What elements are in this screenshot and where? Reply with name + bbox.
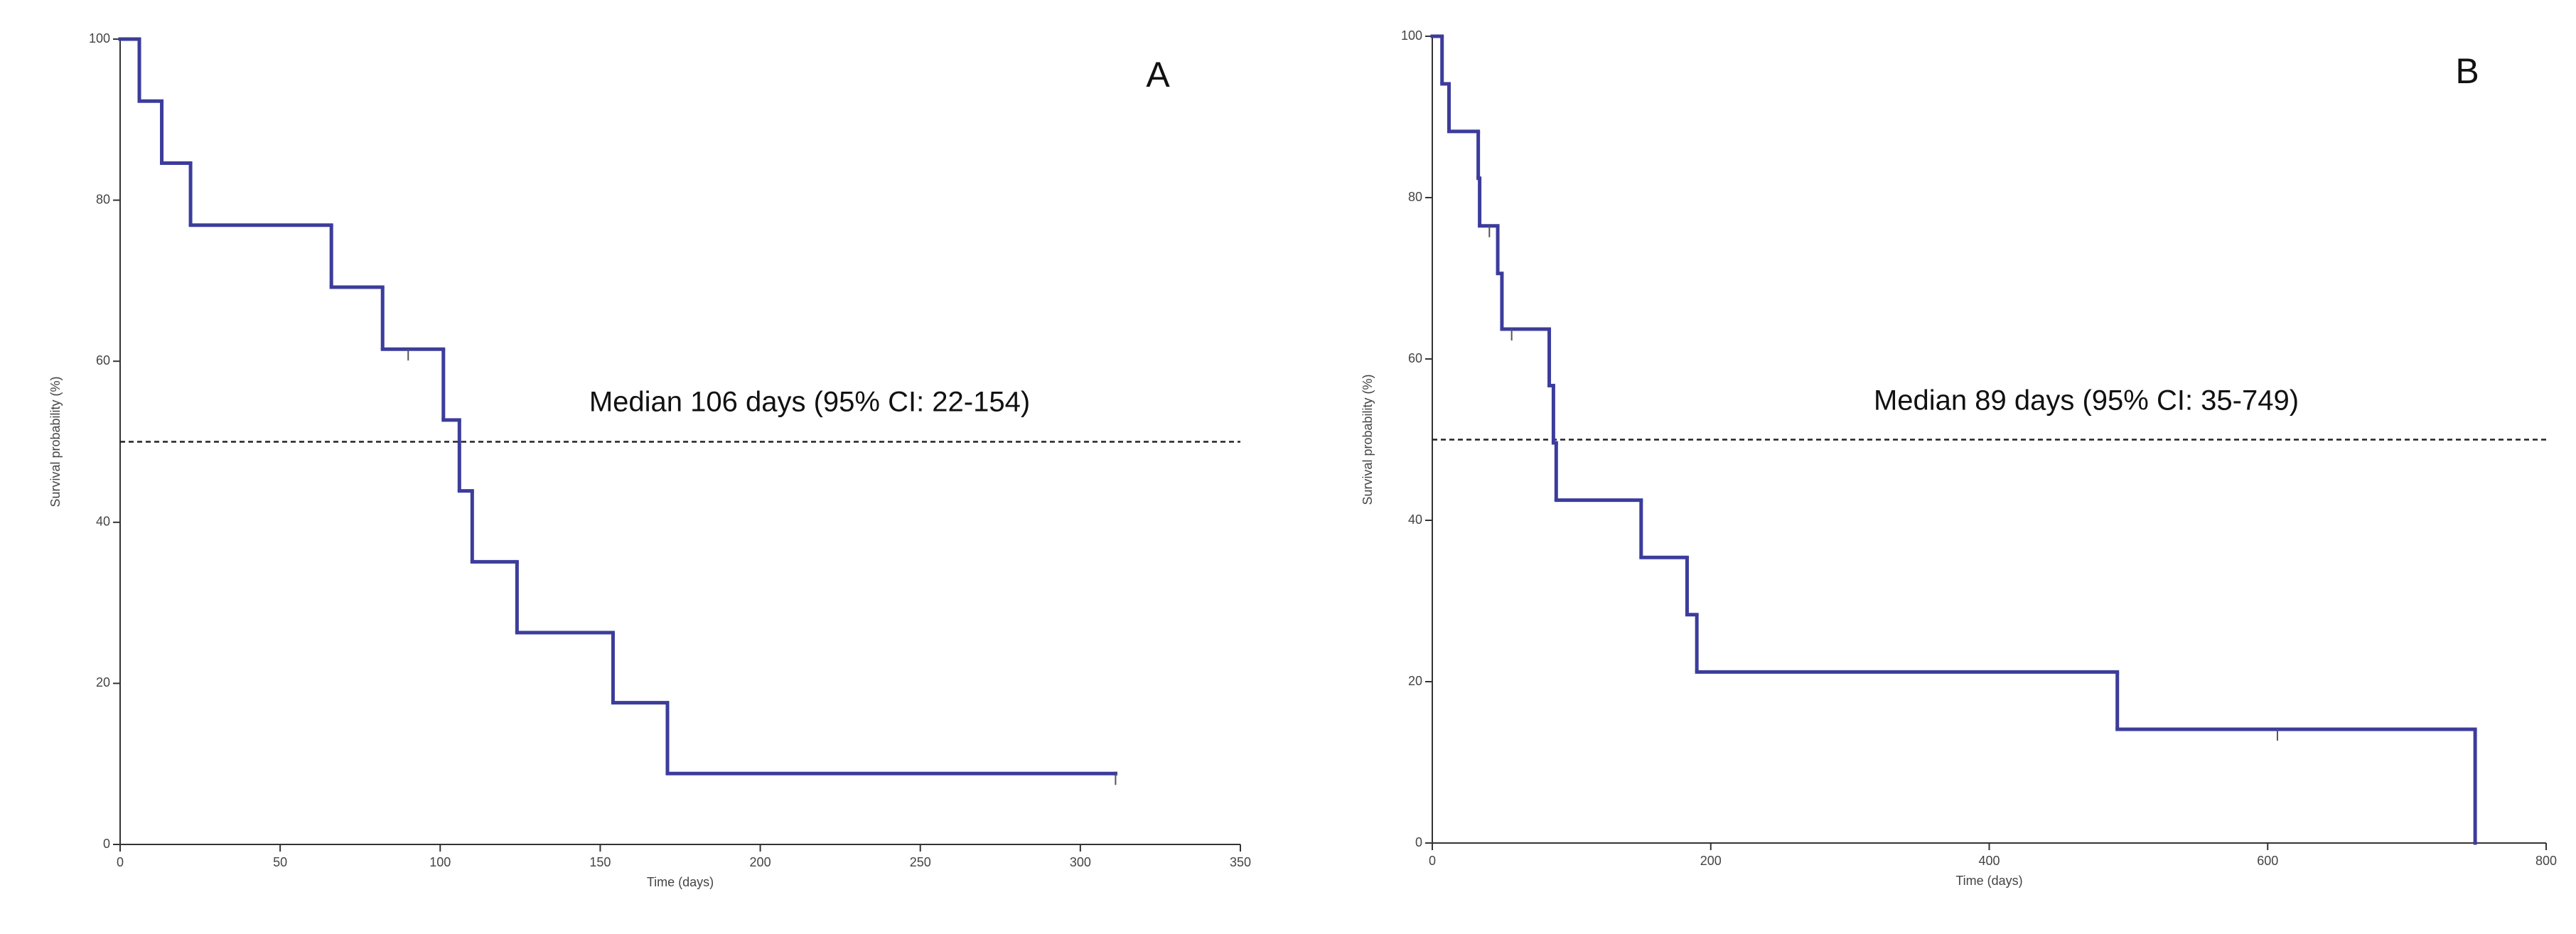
x-axis-label: Time (days) <box>1955 874 2022 888</box>
x-tick-label: 800 <box>2535 854 2557 868</box>
x-tick-label: 400 <box>1978 854 2000 868</box>
y-tick-label: 60 <box>1408 351 1422 365</box>
y-tick-label: 60 <box>96 353 110 367</box>
x-tick-label: 150 <box>589 855 611 869</box>
y-tick-label: 40 <box>1408 512 1422 527</box>
y-tick-label: 100 <box>89 31 110 45</box>
x-tick-label: 0 <box>1429 854 1436 868</box>
panel-label: B <box>2455 51 2479 91</box>
x-tick-label: 250 <box>910 855 931 869</box>
x-tick-label: 100 <box>429 855 451 869</box>
y-tick-label: 100 <box>1401 28 1422 43</box>
y-tick-label: 80 <box>1408 190 1422 204</box>
x-tick-label: 350 <box>1230 855 1251 869</box>
x-tick-label: 600 <box>2257 854 2278 868</box>
annotation: Median 89 days (95% CI: 35-749) <box>1874 385 2299 417</box>
y-tick-label: 0 <box>1415 835 1422 849</box>
annotation: Median 106 days (95% CI: 22-154) <box>589 387 1030 418</box>
y-axis-label: Survival probability (%) <box>1361 374 1375 505</box>
x-tick-label: 0 <box>117 855 124 869</box>
panel: 0 20 40 60 80 100 0 200 400 600 800 Time (days) Surv… <box>1361 28 2557 888</box>
y-tick-label: 0 <box>103 837 110 851</box>
x-tick-label: 300 <box>1070 855 1091 869</box>
x-axis-label: Time (days) <box>647 875 714 889</box>
panel-label: A <box>1146 55 1170 95</box>
x-tick-label: 200 <box>1700 854 1722 868</box>
y-tick-label: 20 <box>96 675 110 689</box>
y-tick-label: 40 <box>96 515 110 529</box>
panel: 0 20 40 60 80 100 0 50 100 150 200 250 300 350 Time (d… <box>48 31 1251 889</box>
y-axis-label: Survival probability (%) <box>48 376 63 507</box>
x-tick-label: 50 <box>273 855 287 869</box>
y-tick-label: 20 <box>1408 674 1422 688</box>
x-tick-label: 200 <box>750 855 771 869</box>
y-tick-label: 80 <box>96 192 110 206</box>
